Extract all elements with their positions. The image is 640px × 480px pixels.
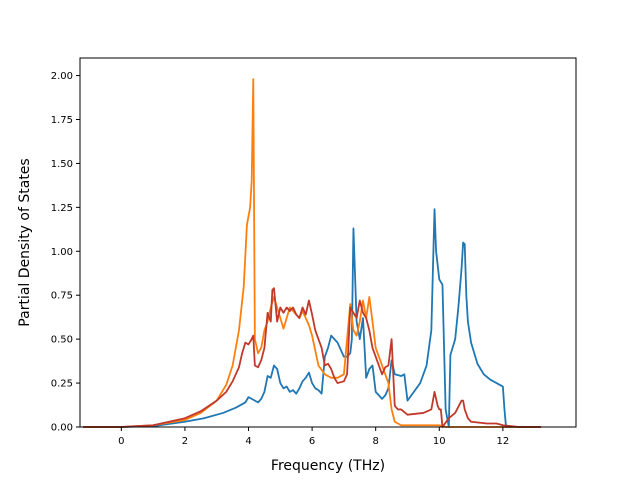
plot-frame [79, 57, 577, 428]
y-tick-label: 0.00 [51, 423, 73, 434]
x-tick-label: 8 [373, 436, 379, 447]
tick-group: 0 2 4 6 8 10 12 0.00 0.25 0.50 0.75 1.00 1.25 1.50 1.7… [51, 71, 510, 447]
x-tick-label: 12 [497, 436, 510, 447]
series-line-3 [83, 287, 542, 428]
x-tick-label: 0 [118, 436, 124, 447]
y-tick-label: 2.00 [51, 71, 73, 82]
x-axis-title: Frequency (THz) [271, 458, 385, 474]
y-tick-label: 0.50 [51, 335, 73, 346]
y-tick-label: 0.75 [51, 291, 73, 302]
x-tick-label: 2 [182, 436, 188, 447]
y-tick-label: 1.75 [51, 115, 73, 126]
x-tick-label: 6 [309, 436, 315, 447]
y-tick-label: 1.50 [51, 159, 73, 170]
series-line-2 [83, 78, 542, 428]
y-axis-title: Partial Density of States [17, 158, 33, 326]
x-tick-label: 4 [245, 436, 251, 447]
x-tick-label: 10 [433, 436, 446, 447]
y-tick-label: 0.25 [51, 379, 73, 390]
series-group [83, 78, 542, 428]
y-tick-label: 1.25 [51, 203, 73, 214]
y-tick-label: 1.00 [51, 247, 73, 258]
